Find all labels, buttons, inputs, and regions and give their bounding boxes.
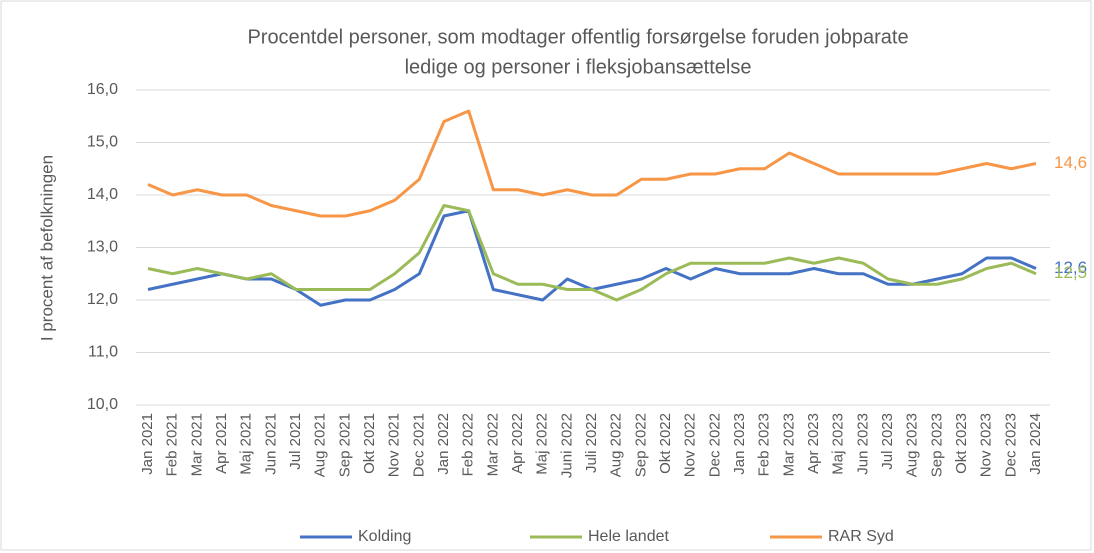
x-tick-label: Jul 2021 bbox=[287, 413, 304, 470]
x-tick-label: Apr 2022 bbox=[509, 413, 526, 474]
y-tick-label: 10,0 bbox=[87, 396, 118, 413]
legend-label: Kolding bbox=[358, 528, 411, 545]
x-tick-label: Juni 2022 bbox=[558, 413, 575, 478]
x-tick-label: Apr 2023 bbox=[805, 413, 822, 474]
y-tick-label: 14,0 bbox=[87, 186, 118, 203]
x-tick-label: Feb 2022 bbox=[460, 413, 477, 476]
y-tick-label: 15,0 bbox=[87, 134, 118, 151]
x-tick-label: Juli 2022 bbox=[583, 413, 600, 473]
x-tick-label: Okt 2023 bbox=[953, 413, 970, 474]
x-tick-label: Feb 2023 bbox=[756, 413, 773, 476]
x-tick-label: Sep 2022 bbox=[632, 413, 649, 477]
x-tick-label: Okt 2021 bbox=[361, 413, 378, 474]
x-tick-label: Dec 2021 bbox=[410, 413, 427, 477]
x-tick-label: Maj 2022 bbox=[534, 413, 551, 475]
data-label: 12,6 bbox=[1054, 258, 1087, 277]
x-tick-label: Aug 2022 bbox=[608, 413, 625, 477]
x-tick-label: Okt 2022 bbox=[657, 413, 674, 474]
x-tick-label: Nov 2023 bbox=[978, 413, 995, 477]
x-tick-label: Jan 2023 bbox=[731, 413, 748, 475]
x-tick-label: Feb 2021 bbox=[164, 413, 181, 476]
chart-title: Procentdel personer, som modtager offent… bbox=[247, 26, 908, 48]
x-tick-label: Jun 2023 bbox=[854, 413, 871, 475]
x-tick-label: Dec 2022 bbox=[706, 413, 723, 477]
y-axis-label: I procent af befolkningen bbox=[37, 155, 56, 341]
chart-title: ledige og personer i fleksjobansættelse bbox=[405, 56, 752, 78]
x-tick-label: Sep 2023 bbox=[928, 413, 945, 477]
series-line bbox=[147, 109, 1037, 218]
x-tick-label: Jan 2022 bbox=[435, 413, 452, 475]
x-tick-label: Mar 2022 bbox=[484, 413, 501, 476]
data-label: 12,5 bbox=[1054, 263, 1087, 282]
x-tick-label: Mar 2021 bbox=[188, 413, 205, 476]
x-tick-label: Jan 2021 bbox=[139, 413, 156, 475]
x-tick-label: Nov 2021 bbox=[386, 413, 403, 477]
y-tick-label: 11,0 bbox=[88, 344, 118, 361]
x-tick-label: Apr 2021 bbox=[213, 413, 230, 474]
y-tick-label: 16,0 bbox=[87, 81, 118, 98]
x-tick-label: Dec 2023 bbox=[1002, 413, 1019, 477]
legend-label: RAR Syd bbox=[828, 528, 894, 545]
x-tick-label: Jun 2021 bbox=[262, 413, 279, 475]
x-tick-label: Aug 2021 bbox=[312, 413, 329, 477]
x-tick-label: Maj 2023 bbox=[830, 413, 847, 475]
x-tick-label: Sep 2021 bbox=[336, 413, 353, 477]
legend-label: Hele landet bbox=[588, 528, 670, 545]
x-tick-label: Nov 2022 bbox=[682, 413, 699, 477]
x-tick-label: Aug 2023 bbox=[904, 413, 921, 477]
y-tick-label: 13,0 bbox=[87, 239, 118, 256]
y-tick-label: 12,0 bbox=[87, 291, 118, 308]
x-tick-label: Jan 2024 bbox=[1027, 413, 1044, 475]
series-line bbox=[147, 204, 1037, 302]
data-label: 14,6 bbox=[1054, 153, 1087, 172]
x-tick-label: Maj 2021 bbox=[238, 413, 255, 475]
x-tick-label: Jul 2023 bbox=[879, 413, 896, 470]
x-tick-label: Mar 2023 bbox=[780, 413, 797, 476]
